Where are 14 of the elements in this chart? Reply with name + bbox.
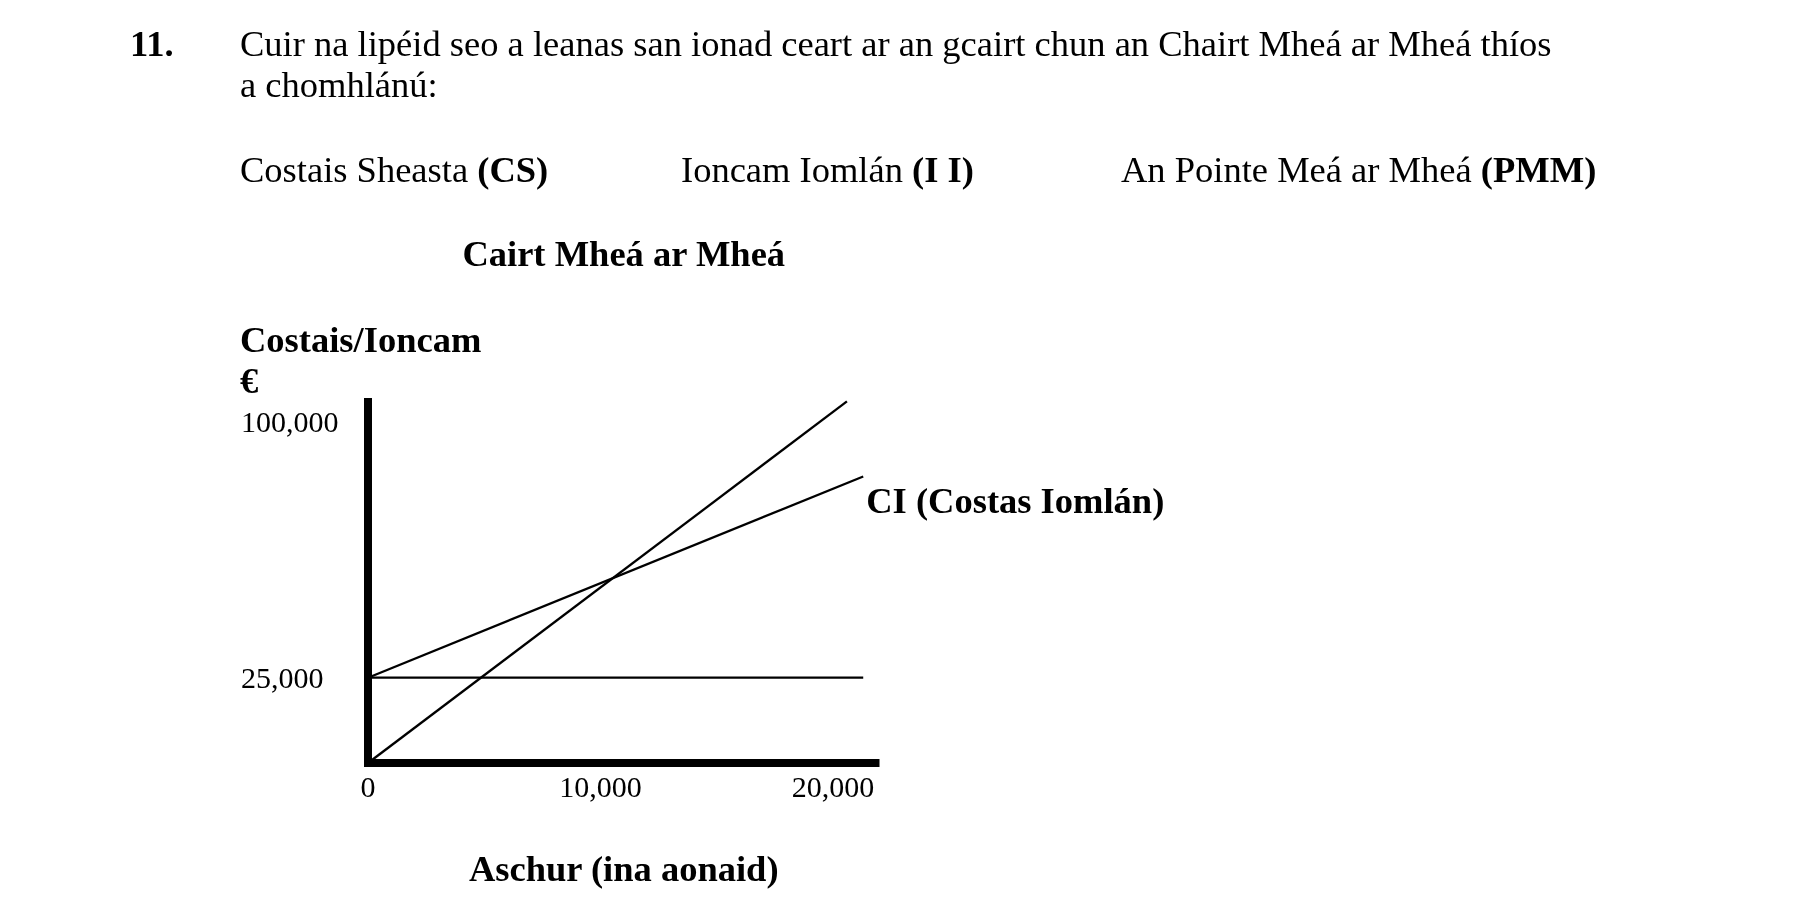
text: 11. <box>130 23 174 64</box>
text: Costais Sheasta (CS) <box>240 149 549 190</box>
series-label: CI (Costas Iomlán) <box>866 480 1165 522</box>
y-tick-label: 25,000 <box>241 661 324 695</box>
x-tick-label: 20,000 <box>791 770 875 803</box>
chart-title: Cairt Mheá ar Mheá <box>462 233 786 274</box>
x-tick-label: 10,000 <box>559 770 642 803</box>
x-axis-title: Aschur (ina aonaid) <box>468 848 779 889</box>
text: Ioncam Iomlán (I I) <box>681 149 974 190</box>
text: Cuir na lipéid seo a leanas san ionad ceart ar an gcairt chun an Chairt Mheá ar Mheá thíos a chomhlánú: <box>240 23 1552 105</box>
y-axis-title: Costais/Ioncam € <box>240 319 482 401</box>
y-tick-label: 100,000 <box>241 405 339 439</box>
text: An Pointe Meá ar Mheá (PMM) <box>1121 149 1597 190</box>
x-tick-label: 0 <box>360 770 376 803</box>
